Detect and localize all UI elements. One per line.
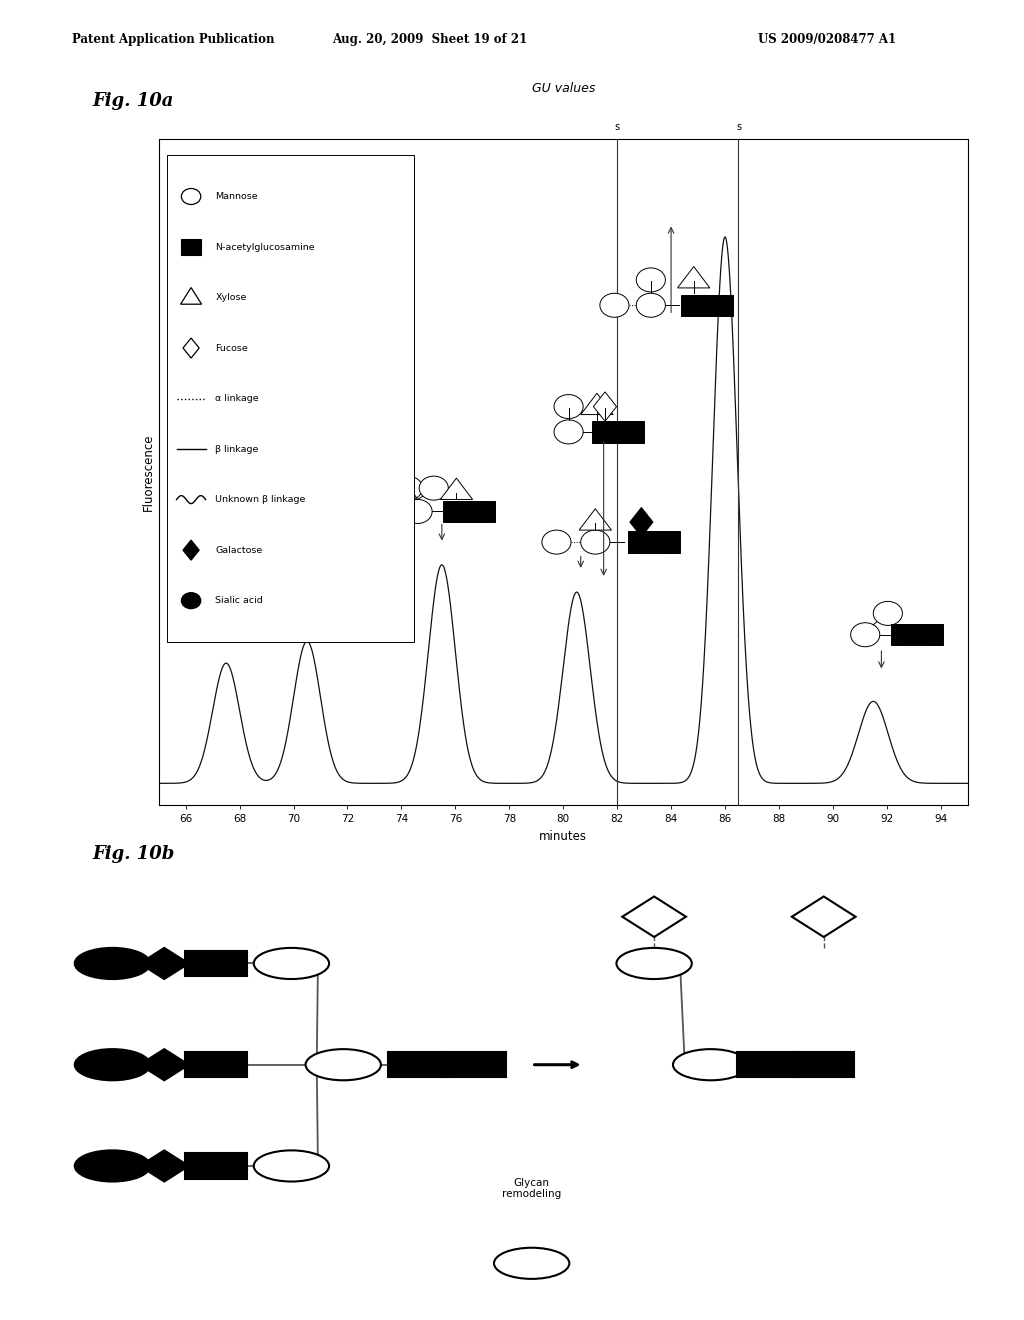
Bar: [916, 624, 943, 645]
Text: Glycan
remodeling: Glycan remodeling: [502, 1177, 561, 1200]
Circle shape: [581, 531, 610, 554]
Bar: [185, 1154, 247, 1179]
Circle shape: [419, 477, 449, 500]
Text: β linkage: β linkage: [215, 445, 259, 454]
Text: Galactose: Galactose: [215, 545, 262, 554]
Polygon shape: [183, 338, 199, 358]
Circle shape: [181, 593, 201, 609]
Bar: [641, 532, 668, 553]
Text: α linkage: α linkage: [215, 395, 259, 403]
Polygon shape: [678, 267, 710, 288]
Circle shape: [254, 948, 329, 979]
Text: Patent Application Publication: Patent Application Publication: [72, 33, 274, 46]
Bar: [185, 1052, 247, 1077]
Polygon shape: [139, 1151, 188, 1181]
Bar: [381, 581, 407, 602]
Bar: [707, 294, 732, 315]
Circle shape: [403, 499, 432, 524]
Bar: [592, 421, 617, 442]
Bar: [605, 421, 631, 442]
Bar: [469, 500, 496, 523]
Polygon shape: [580, 508, 611, 531]
Circle shape: [321, 579, 350, 603]
Circle shape: [171, 605, 201, 628]
Circle shape: [75, 948, 151, 979]
Text: Aug. 20, 2009  Sheet 19 of 21: Aug. 20, 2009 Sheet 19 of 21: [333, 33, 527, 46]
Circle shape: [494, 1247, 569, 1279]
Circle shape: [204, 605, 232, 628]
Bar: [457, 500, 482, 523]
Bar: [247, 606, 273, 627]
Polygon shape: [581, 393, 613, 414]
Polygon shape: [204, 582, 236, 603]
Text: Fig. 10b: Fig. 10b: [92, 845, 174, 863]
Polygon shape: [440, 478, 473, 499]
Circle shape: [873, 602, 902, 626]
Polygon shape: [623, 896, 686, 937]
Circle shape: [542, 531, 571, 554]
Text: US 2009/0208477 A1: US 2009/0208477 A1: [758, 33, 896, 46]
Bar: [904, 624, 930, 645]
Text: Fucose: Fucose: [215, 343, 248, 352]
Bar: [736, 1052, 798, 1077]
Circle shape: [254, 1151, 329, 1181]
Y-axis label: Fluorescence: Fluorescence: [141, 433, 155, 511]
Bar: [354, 581, 381, 602]
Bar: [368, 581, 393, 602]
Bar: [629, 532, 654, 553]
Polygon shape: [139, 1049, 188, 1080]
Circle shape: [305, 1049, 381, 1080]
Circle shape: [181, 189, 201, 205]
Circle shape: [393, 477, 423, 500]
Polygon shape: [630, 507, 653, 537]
Text: N-acetylglucosamine: N-acetylglucosamine: [215, 243, 315, 252]
Bar: [444, 1052, 506, 1077]
Bar: [181, 239, 201, 255]
Circle shape: [75, 1049, 151, 1080]
Circle shape: [75, 1151, 151, 1181]
Bar: [681, 294, 707, 315]
Circle shape: [851, 623, 880, 647]
Bar: [260, 606, 286, 627]
Polygon shape: [356, 560, 379, 589]
Polygon shape: [139, 948, 188, 979]
Bar: [388, 1052, 450, 1077]
Text: s: s: [614, 121, 620, 132]
X-axis label: minutes: minutes: [540, 830, 587, 842]
Bar: [693, 294, 720, 315]
FancyBboxPatch shape: [167, 156, 414, 642]
Circle shape: [673, 1049, 749, 1080]
Polygon shape: [319, 556, 351, 577]
Polygon shape: [594, 392, 616, 421]
Text: Xylose: Xylose: [215, 293, 247, 302]
Polygon shape: [183, 540, 199, 560]
Bar: [617, 421, 644, 442]
Text: Fig. 10a: Fig. 10a: [92, 92, 173, 111]
Text: Mannose: Mannose: [215, 191, 258, 201]
Circle shape: [600, 293, 629, 317]
Circle shape: [281, 579, 309, 603]
Polygon shape: [792, 896, 855, 937]
Bar: [891, 624, 916, 645]
Text: Sialic acid: Sialic acid: [215, 597, 263, 605]
Circle shape: [554, 395, 583, 418]
Circle shape: [554, 420, 583, 444]
Polygon shape: [180, 288, 202, 304]
Text: s: s: [736, 121, 741, 132]
Text: GU values: GU values: [531, 82, 595, 95]
Bar: [794, 1052, 854, 1077]
Bar: [273, 606, 299, 627]
Bar: [654, 532, 680, 553]
Text: Unknown β linkage: Unknown β linkage: [215, 495, 306, 504]
Circle shape: [616, 948, 692, 979]
Bar: [185, 950, 247, 975]
Circle shape: [636, 293, 666, 317]
Circle shape: [636, 268, 666, 292]
Bar: [443, 500, 469, 523]
